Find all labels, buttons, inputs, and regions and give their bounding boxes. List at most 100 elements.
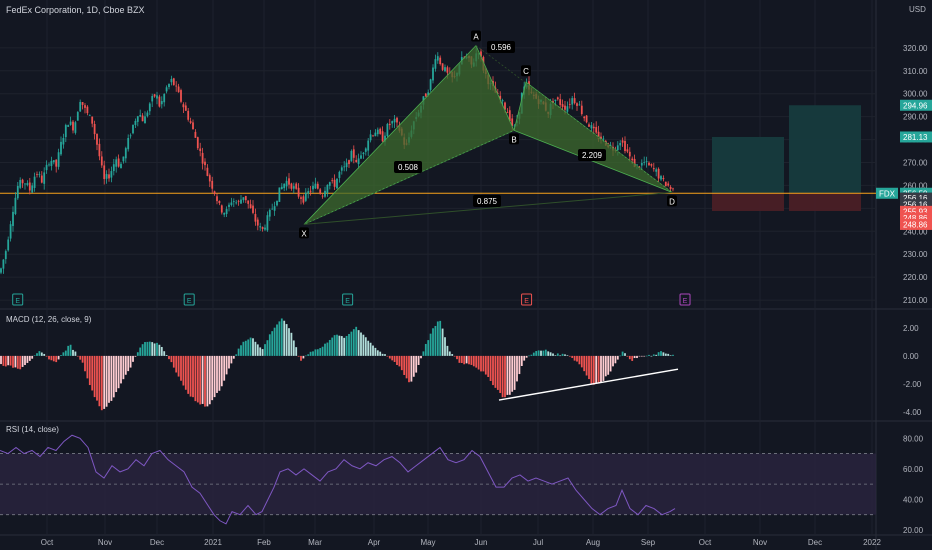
candle-body [120, 163, 122, 169]
macd-histogram-bar [129, 355, 132, 368]
candle-body [597, 131, 600, 140]
candle-body [300, 197, 302, 199]
candle-body [436, 56, 439, 61]
candle-body [170, 78, 173, 83]
harmonic-pattern[interactable]: X A B C D 0.596 0.508 2.209 0.875 [299, 30, 677, 239]
earnings-marker[interactable] [521, 293, 533, 306]
earnings-marker[interactable] [342, 293, 354, 306]
price-axis-tag-text: 255.93 [903, 207, 928, 216]
time-tick-label: Jun [475, 538, 488, 547]
candle-body [571, 98, 574, 105]
price-tick-label: 220.00 [903, 273, 928, 282]
rsi-pane[interactable] [0, 434, 876, 525]
earnings-marker[interactable] [12, 293, 24, 306]
macd-histogram-bar [91, 355, 94, 391]
macd-tick-label: 0.00 [903, 352, 919, 361]
candle-body [343, 166, 346, 168]
macd-histogram-bar [516, 355, 518, 382]
price-axis-tag [900, 99, 932, 111]
earnings-marker[interactable] [183, 293, 195, 306]
candle-body [446, 67, 449, 73]
earnings-marker[interactable] [679, 293, 691, 306]
position-target-box[interactable] [789, 105, 861, 194]
macd-histogram-bar [4, 355, 7, 367]
macd-histogram-bar [76, 355, 79, 357]
macd-histogram-bar [537, 350, 540, 356]
candle-body [307, 191, 310, 194]
candle-body [254, 214, 257, 222]
macd-histogram-bar [280, 318, 283, 356]
macd-histogram-bar [331, 337, 334, 356]
position-target-box[interactable] [712, 136, 784, 194]
candle-body [72, 121, 74, 131]
macd-histogram-bar [384, 354, 386, 356]
candle-body [386, 123, 389, 137]
macd-pane[interactable] [0, 318, 679, 411]
price-axis-tag [900, 131, 932, 143]
time-tick-label: Sep [641, 538, 656, 547]
macd-histogram-bar [172, 355, 175, 368]
candle-body [429, 79, 432, 90]
position-stop-box[interactable] [789, 193, 861, 211]
pattern-point-label-b: B [511, 135, 516, 144]
candle-body [146, 112, 149, 117]
macd-histogram-bar [165, 355, 168, 356]
macd-histogram-bar [14, 355, 17, 368]
candle-body [652, 168, 655, 170]
candle-body [76, 112, 79, 121]
macd-histogram-bar [590, 355, 593, 384]
pattern-point-badge [299, 227, 309, 239]
macd-histogram-bar [439, 320, 442, 356]
candle-body [336, 178, 338, 189]
macd-histogram-bar [196, 355, 199, 403]
macd-histogram-bar [660, 351, 662, 356]
macd-histogram-bar [499, 355, 502, 393]
macd-histogram-bar [374, 347, 377, 356]
macd-histogram-bar [420, 355, 422, 359]
candle-body [295, 183, 298, 189]
rsi-tick-label: 80.00 [903, 434, 924, 443]
macd-histogram-bar [24, 355, 26, 366]
macd-histogram-bar [115, 355, 118, 393]
macd-histogram-bar [156, 342, 158, 356]
macd-histogram-bar [225, 355, 228, 375]
macd-histogram-bar [285, 324, 288, 356]
macd-histogram-bar [465, 355, 468, 364]
candle-body [2, 259, 5, 269]
candle-body [12, 211, 14, 226]
macd-histogram-bar [148, 341, 151, 356]
price-tick-label: 240.00 [903, 227, 928, 236]
macd-histogram-bar [456, 355, 458, 360]
macd-histogram-bar [256, 344, 259, 356]
candle-body [350, 150, 353, 162]
macd-histogram-bar [7, 355, 10, 366]
candle-body [21, 179, 24, 184]
position-stop-box[interactable] [712, 193, 784, 211]
macd-histogram-bar [424, 343, 427, 356]
pattern-ratio-badge [473, 195, 501, 207]
candle-body [256, 219, 259, 226]
macd-histogram-bar [376, 350, 379, 356]
macd-divergence-line[interactable] [498, 368, 679, 401]
candle-body [62, 137, 65, 145]
macd-histogram-bar [453, 355, 456, 357]
macd-histogram-bar [177, 355, 180, 377]
macd-histogram-bar [290, 332, 293, 356]
pattern-xab-triangle[interactable] [303, 44, 515, 225]
candle-body [127, 137, 130, 150]
macd-histogram-bar [348, 333, 350, 356]
candle-body [324, 190, 326, 197]
rsi-line[interactable] [0, 434, 676, 525]
candle-body [117, 158, 120, 167]
candle-body [43, 172, 46, 184]
candle-body [93, 123, 96, 135]
macd-histogram-bar [2, 355, 5, 366]
macd-histogram-bar [40, 352, 43, 356]
candle-body [208, 175, 211, 182]
macd-histogram-bar [67, 345, 70, 356]
macd-histogram-bar [216, 355, 218, 393]
macd-histogram-bar [211, 355, 214, 401]
candle-body [660, 176, 662, 180]
